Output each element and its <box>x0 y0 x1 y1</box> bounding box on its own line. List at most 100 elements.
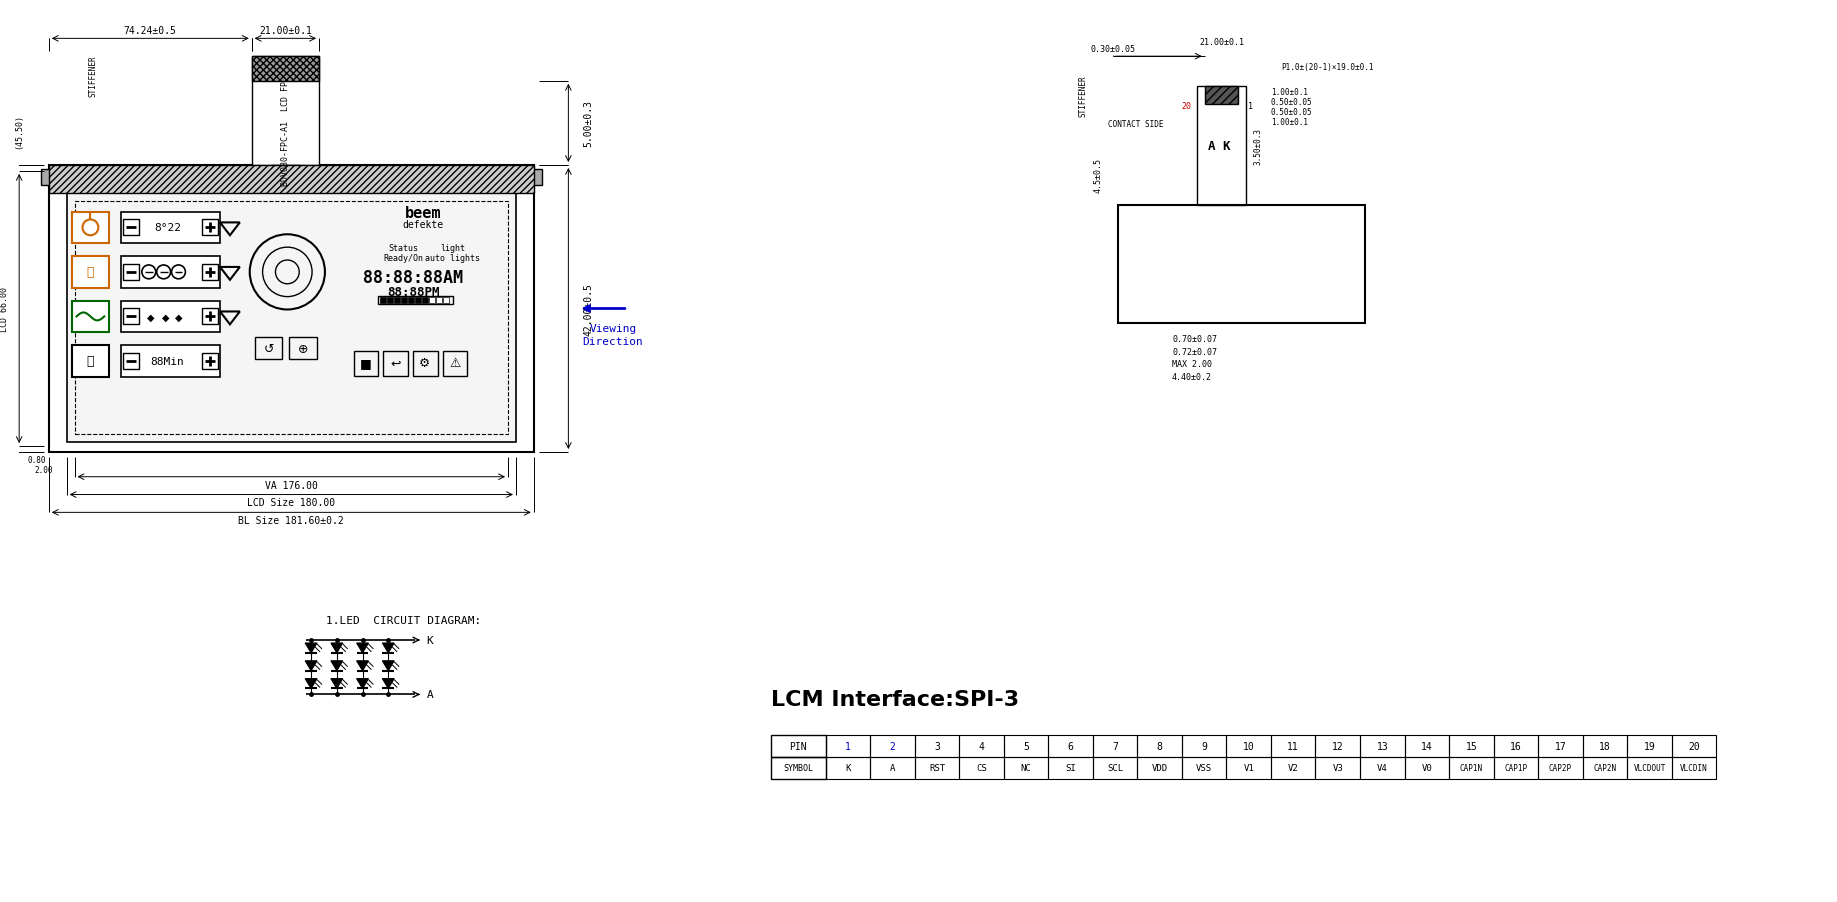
Text: defekte: defekte <box>402 220 443 230</box>
Text: 3: 3 <box>933 741 941 751</box>
Text: 21.00±0.1: 21.00±0.1 <box>1200 38 1244 47</box>
Text: V3: V3 <box>1332 763 1343 772</box>
Bar <box>1003 757 1049 778</box>
Text: SCL: SCL <box>1108 763 1122 772</box>
Text: VDD: VDD <box>1152 763 1168 772</box>
Bar <box>772 757 825 778</box>
Text: A: A <box>426 690 434 700</box>
Bar <box>288 338 318 360</box>
Text: BDV080-FPC-A1  LCD FPC: BDV080-FPC-A1 LCD FPC <box>281 77 290 186</box>
Text: 14: 14 <box>1422 741 1433 751</box>
Polygon shape <box>356 679 369 689</box>
Text: 0.30±0.05: 0.30±0.05 <box>1089 45 1135 54</box>
Bar <box>400 298 408 303</box>
Text: ⚙: ⚙ <box>419 357 430 370</box>
Bar <box>75 201 509 435</box>
Bar <box>123 264 140 281</box>
Text: 0.50±0.05: 0.50±0.05 <box>1271 108 1313 117</box>
Bar <box>1049 757 1093 778</box>
Bar <box>825 757 871 778</box>
Text: ↩: ↩ <box>389 357 400 370</box>
Text: ■: ■ <box>360 357 371 370</box>
Bar <box>255 338 283 360</box>
Text: NC: NC <box>1021 763 1031 772</box>
Bar <box>1093 757 1137 778</box>
Text: light: light <box>441 244 465 253</box>
Text: PIN: PIN <box>790 741 806 751</box>
Text: ⊕: ⊕ <box>298 342 309 355</box>
Bar <box>121 257 220 289</box>
Text: CS: CS <box>975 763 986 772</box>
Text: VLCDOUT: VLCDOUT <box>1633 763 1666 772</box>
Text: 88:88PM: 88:88PM <box>388 286 439 299</box>
Text: 42.00±0.5: 42.00±0.5 <box>582 282 593 336</box>
Bar <box>380 298 386 303</box>
Text: CAP1P: CAP1P <box>1505 763 1527 772</box>
Bar <box>270 166 299 178</box>
Bar <box>1227 757 1271 778</box>
Text: Status: Status <box>388 244 419 253</box>
Bar <box>1271 757 1315 778</box>
Text: 20: 20 <box>310 66 320 75</box>
Bar <box>1315 757 1359 778</box>
Bar <box>202 220 219 236</box>
Bar <box>1405 735 1449 757</box>
Text: BL Size 181.60±0.2: BL Size 181.60±0.2 <box>239 516 344 526</box>
Text: 20: 20 <box>1181 102 1192 111</box>
Polygon shape <box>382 661 395 671</box>
Text: 5.00±0.3: 5.00±0.3 <box>582 100 593 147</box>
Text: ◆: ◆ <box>147 312 154 322</box>
Text: 0.72±0.07: 0.72±0.07 <box>1172 347 1216 356</box>
Text: CAP1N: CAP1N <box>1460 763 1482 772</box>
Bar <box>378 296 452 304</box>
Bar <box>40 170 51 186</box>
Text: 10: 10 <box>1244 741 1255 751</box>
Text: 6: 6 <box>1067 741 1073 751</box>
Bar <box>202 354 219 370</box>
Text: 9: 9 <box>1201 741 1207 751</box>
Bar <box>871 757 915 778</box>
Bar <box>50 166 535 453</box>
Polygon shape <box>305 679 318 689</box>
Bar <box>1449 735 1493 757</box>
Text: 0.80: 0.80 <box>28 456 46 465</box>
Polygon shape <box>382 643 395 653</box>
Polygon shape <box>331 661 344 671</box>
Text: 8: 8 <box>1157 741 1163 751</box>
Bar <box>443 352 467 376</box>
Text: V2: V2 <box>1288 763 1299 772</box>
Text: SI: SI <box>1065 763 1076 772</box>
Bar <box>1628 735 1672 757</box>
Text: 15: 15 <box>1466 741 1477 751</box>
Text: SYMBOL: SYMBOL <box>783 763 814 772</box>
Text: LCM Interface:SPI-3: LCM Interface:SPI-3 <box>772 690 1020 710</box>
Text: 1: 1 <box>254 66 259 75</box>
Text: V0: V0 <box>1422 763 1433 772</box>
Bar <box>1449 757 1493 778</box>
Text: 1.00±0.1: 1.00±0.1 <box>1271 118 1308 127</box>
Text: 88Min: 88Min <box>151 356 184 366</box>
Text: 0.50±0.05: 0.50±0.05 <box>1271 98 1313 107</box>
Text: Ready/On: Ready/On <box>384 253 423 262</box>
Bar <box>1181 735 1227 757</box>
Text: 74.24±0.5: 74.24±0.5 <box>123 26 176 36</box>
Bar <box>1181 757 1227 778</box>
Bar <box>1583 757 1628 778</box>
Bar <box>435 298 441 303</box>
Bar <box>772 735 825 757</box>
Bar <box>959 757 1003 778</box>
Bar <box>66 194 516 443</box>
Text: 1.LED  CIRCUIT DIAGRAM:: 1.LED CIRCUIT DIAGRAM: <box>325 615 481 625</box>
Text: 16: 16 <box>1510 741 1521 751</box>
Bar <box>413 352 437 376</box>
Bar <box>1493 735 1538 757</box>
Text: RST: RST <box>930 763 944 772</box>
Text: 17: 17 <box>1554 741 1567 751</box>
Bar <box>202 309 219 325</box>
Text: VLCDIN: VLCDIN <box>1681 763 1708 772</box>
Bar <box>72 212 108 244</box>
Text: VSS: VSS <box>1196 763 1212 772</box>
Bar <box>388 298 393 303</box>
Bar <box>1117 206 1365 324</box>
Bar <box>1137 757 1181 778</box>
